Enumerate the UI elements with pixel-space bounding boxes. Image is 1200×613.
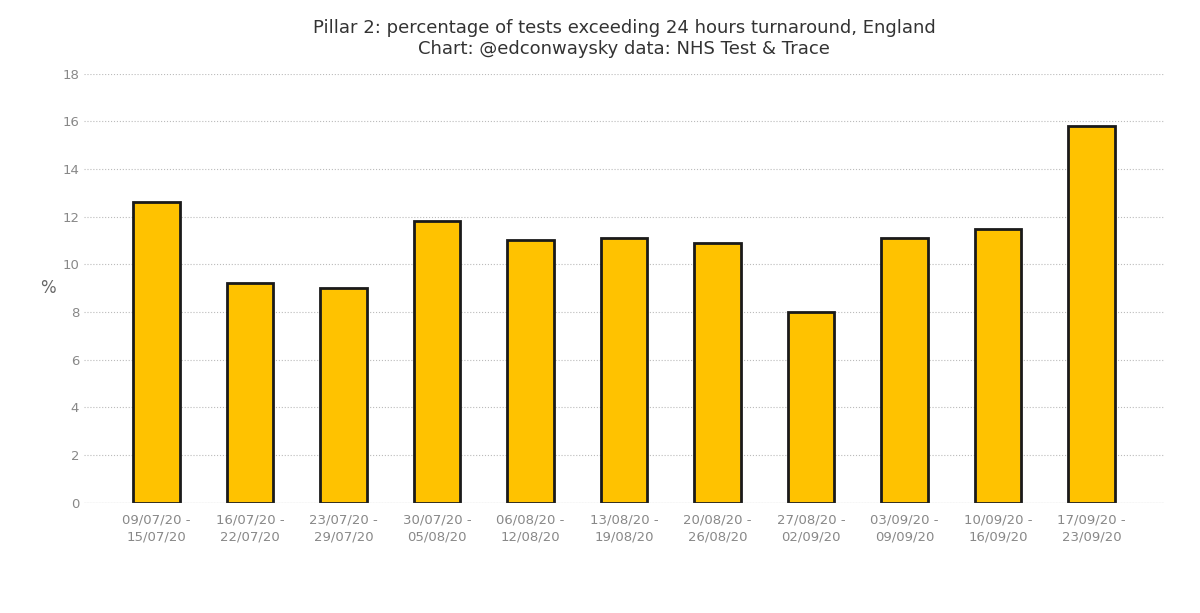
Bar: [974, 229, 1021, 503]
Bar: [414, 221, 461, 503]
Y-axis label: %: %: [41, 279, 56, 297]
Title: Pillar 2: percentage of tests exceeding 24 hours turnaround, England
Chart: @edc: Pillar 2: percentage of tests exceeding …: [313, 20, 935, 58]
Bar: [787, 312, 834, 503]
Bar: [601, 238, 647, 503]
Bar: [881, 238, 928, 503]
Bar: [508, 240, 554, 503]
Bar: [133, 202, 180, 503]
Bar: [320, 288, 367, 503]
Bar: [1068, 126, 1115, 503]
Bar: [227, 283, 274, 503]
Bar: [694, 243, 740, 503]
